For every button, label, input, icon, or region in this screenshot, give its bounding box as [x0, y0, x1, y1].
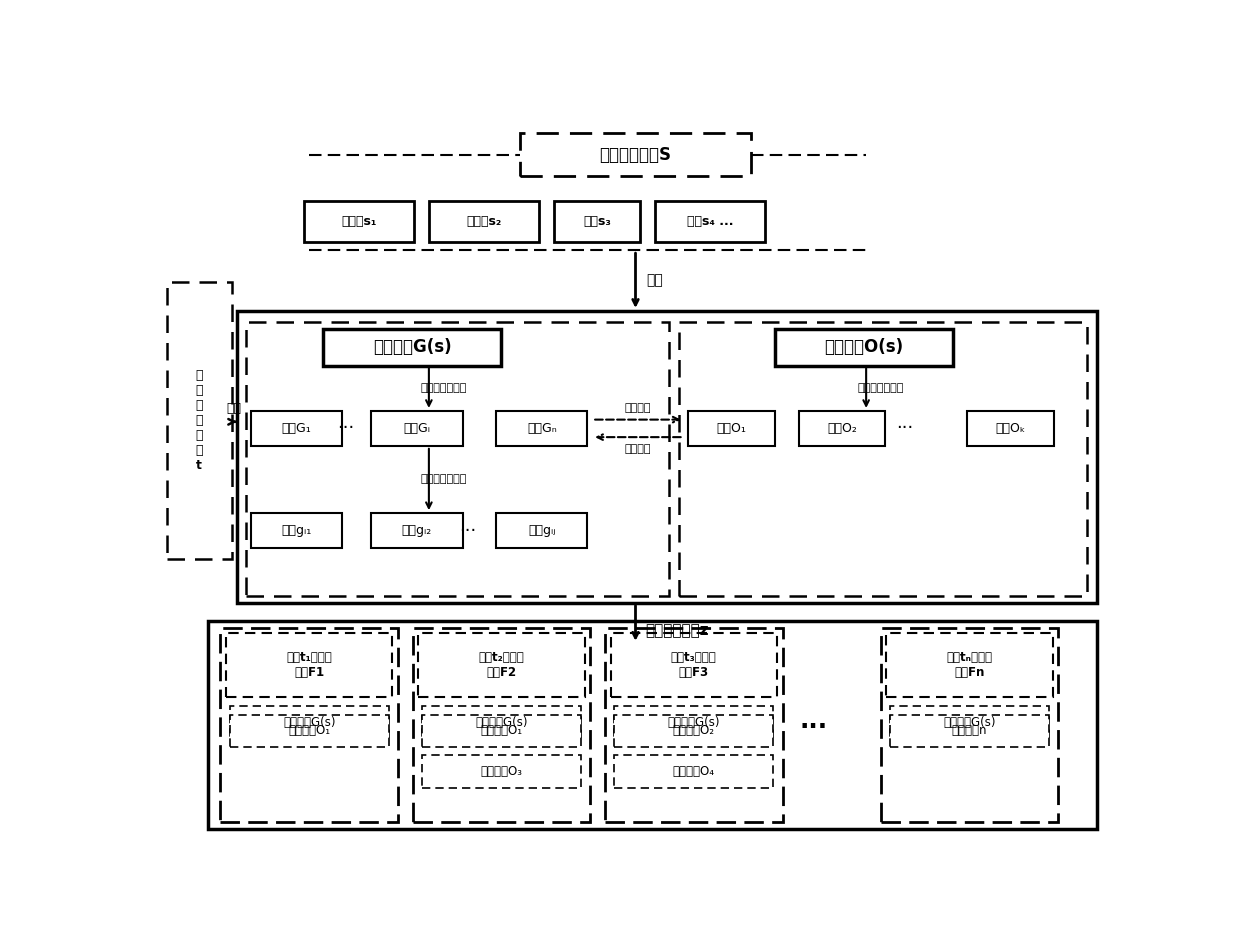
Text: ···: ··· [336, 419, 353, 437]
Bar [521, 134, 751, 175]
Text: 可选系统O₁: 可选系统O₁ [288, 724, 330, 738]
Bar [226, 632, 392, 697]
Text: 系统gᵢ₁: 系统gᵢ₁ [281, 524, 312, 538]
Text: 输入: 输入 [646, 274, 663, 287]
Text: ···: ··· [800, 715, 827, 738]
Bar [418, 632, 584, 697]
Bar [775, 329, 952, 366]
Text: 系统O₁: 系统O₁ [717, 422, 746, 435]
Text: 需求tₙ输出的
方案Fn: 需求tₙ输出的 方案Fn [946, 651, 992, 679]
Text: 可选系统O₄: 可选系统O₄ [672, 765, 714, 777]
Text: 子系统能量转换: 子系统能量转换 [420, 474, 466, 484]
Text: 系统Gᵢ: 系统Gᵢ [403, 422, 430, 435]
Text: 子系统能量转换: 子系统能量转换 [857, 383, 904, 393]
Text: 太阳能s₂: 太阳能s₂ [466, 215, 502, 228]
Bar [208, 621, 1096, 830]
Bar [429, 201, 539, 242]
Bar [250, 513, 342, 548]
Bar [614, 715, 773, 747]
Text: 固定系统G(s): 固定系统G(s) [475, 716, 528, 729]
Text: 可选系统O(s): 可选系统O(s) [825, 338, 903, 356]
Text: 系统gᵢ₂: 系统gᵢ₂ [402, 524, 432, 538]
Text: 可选系统O₂: 可选系统O₂ [672, 724, 714, 738]
Text: 定制化方案集z: 定制化方案集z [645, 623, 709, 638]
Bar [229, 715, 388, 747]
Text: 子系统能量转换: 子系统能量转换 [420, 383, 466, 393]
Text: 天然气s₁: 天然气s₁ [341, 215, 377, 228]
Bar [890, 715, 1049, 747]
Bar [890, 705, 1049, 738]
Bar [799, 410, 885, 446]
Text: 系统Gₙ: 系统Gₙ [527, 422, 557, 435]
Text: 固定系统G(s): 固定系统G(s) [373, 338, 451, 356]
Text: 输入: 输入 [227, 402, 242, 415]
Text: 乙醇s₄ ...: 乙醇s₄ ... [687, 215, 733, 228]
Text: 需求t₁输出的
方案F1: 需求t₁输出的 方案F1 [286, 651, 332, 679]
Bar [371, 513, 463, 548]
Bar [324, 329, 501, 366]
Bar [678, 321, 1087, 595]
Bar [221, 629, 398, 822]
Text: 固定系统G(s): 固定系统G(s) [283, 716, 336, 729]
Text: 能量交换: 能量交换 [625, 403, 651, 413]
Text: 电网s₃: 电网s₃ [583, 215, 611, 228]
Text: 供给侧的资源S: 供给侧的资源S [599, 146, 672, 164]
Text: 需
求
侧
的
需
求
t: 需 求 侧 的 需 求 t [196, 369, 203, 472]
Text: 系统G₁: 系统G₁ [281, 422, 311, 435]
Bar [250, 410, 342, 446]
Bar [614, 755, 773, 788]
Bar [413, 629, 590, 822]
Text: ···: ··· [459, 521, 476, 539]
Text: ···: ··· [897, 419, 913, 437]
Text: 可选系统n: 可选系统n [951, 724, 987, 738]
Bar [967, 410, 1054, 446]
Bar [166, 282, 232, 559]
Bar [887, 632, 1053, 697]
Bar [237, 311, 1096, 603]
Text: 系统Oₖ: 系统Oₖ [996, 422, 1025, 435]
Bar [229, 705, 388, 738]
Text: 系统gᵢⱼ: 系统gᵢⱼ [528, 524, 556, 538]
Text: 需求t₂输出的
方案F2: 需求t₂输出的 方案F2 [479, 651, 525, 679]
Bar [496, 410, 588, 446]
Bar [371, 410, 463, 446]
Bar [610, 632, 776, 697]
Bar [688, 410, 775, 446]
Bar [422, 715, 580, 747]
Bar [614, 705, 773, 738]
Bar [605, 629, 782, 822]
Bar [655, 201, 765, 242]
Bar [880, 629, 1058, 822]
Bar [422, 705, 580, 738]
Text: 可选系统O₁: 可选系统O₁ [480, 724, 522, 738]
Text: 固定系统G(s): 固定系统G(s) [667, 716, 720, 729]
Bar [422, 755, 580, 788]
Text: 能量转换: 能量转换 [625, 444, 651, 454]
Text: 可选系统O₃: 可选系统O₃ [480, 765, 522, 777]
Text: 需求t₃输出的
方案F3: 需求t₃输出的 方案F3 [671, 651, 717, 679]
Bar [496, 513, 588, 548]
Bar [304, 201, 414, 242]
Text: 系统O₂: 系统O₂ [827, 422, 857, 435]
Bar [554, 201, 640, 242]
Text: 固定系统G(s): 固定系统G(s) [944, 716, 996, 729]
Bar [247, 321, 670, 595]
